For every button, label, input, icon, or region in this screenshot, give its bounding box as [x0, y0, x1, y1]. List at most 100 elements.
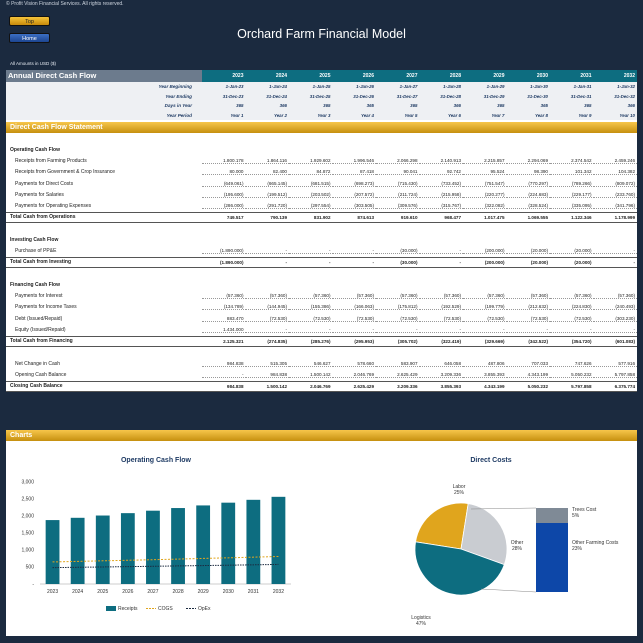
- y-tick-label: 500: [26, 565, 35, 571]
- table-row: Purchase of PP&E (1.890.000) - - - (30.000) -(…: [6, 246, 637, 257]
- value-cell: 883.470: [202, 316, 246, 322]
- value-cell: (166.063): [332, 304, 376, 311]
- value-cell: (134.789): [202, 304, 246, 311]
- value-cell: 984.838: [202, 361, 246, 367]
- value-cell: (212.632): [506, 304, 550, 311]
- value-cell: (57.360): [289, 293, 333, 300]
- value-cell: (240.493): [593, 304, 637, 311]
- table-row: Payments for Salaries (195.600) (199.512)(…: [6, 189, 637, 200]
- value-cell: 487.806: [463, 361, 507, 367]
- breakdown-bar-trees-cost: [536, 508, 568, 523]
- pie-slice-logistics: [414, 541, 505, 596]
- value-cell: (649.061): [202, 181, 246, 187]
- receipts-bar: [196, 505, 211, 584]
- value-cell: (57.360): [463, 293, 507, 300]
- x-tick-label: 2023: [47, 589, 58, 595]
- y-tick-label: 2,000: [21, 514, 34, 520]
- top-button[interactable]: Top: [9, 16, 50, 26]
- operating-cash-flow-chart: - 500 1,000 1,500 2,000 2,500 3,000 2023 2024 202…: [21, 480, 291, 612]
- value-cell: 90.041: [376, 169, 420, 176]
- value-cell: 2.046.769: [332, 372, 376, 378]
- value-cell: (199.779): [463, 304, 507, 311]
- value-cell: (72.530): [332, 316, 376, 322]
- value-cell: -: [332, 327, 376, 333]
- value-cell: 2.374.542: [550, 158, 594, 165]
- period-cell: 366: [627, 103, 635, 108]
- row-label: Equity (Issued/Repaid): [15, 326, 66, 333]
- table-row: Debt (Issued/Repaid) 883.470 (72.530) (72.5…: [6, 313, 637, 324]
- value-cell: (20.000): [550, 248, 594, 255]
- period-cell: 366: [453, 103, 461, 108]
- table-row: Opening Cash Balance -984.838 1.500.142 2.0…: [6, 369, 637, 380]
- row-label: Closing Cash Balance: [10, 383, 63, 390]
- value-cell: (224.683): [506, 192, 550, 198]
- period-cell: Year 4: [360, 112, 374, 118]
- value-cell: (315.767): [419, 203, 463, 210]
- value-cell: 2.125.321: [223, 338, 244, 344]
- year-header-cell: 2025: [319, 73, 331, 79]
- value-cell: 2.459.246: [593, 158, 637, 165]
- value-cell: (155.386): [289, 304, 333, 311]
- period-cell: 366: [279, 103, 287, 108]
- value-cell: (57.360): [506, 293, 550, 300]
- value-cell: -: [419, 327, 463, 333]
- value-cell: 2.215.857: [463, 158, 507, 165]
- group-heading-row: Operating Cash Flow: [6, 144, 637, 155]
- value-cell: 2.294.069: [506, 158, 550, 165]
- value-cell: 5.797.858: [571, 383, 592, 389]
- pie-data-label: 25%: [454, 490, 465, 496]
- period-cell: Year 7: [491, 112, 505, 118]
- period-cell: 1-Jan-28: [443, 84, 461, 89]
- value-cell: 1.069.555: [527, 214, 548, 220]
- value-cell: 919.610: [400, 214, 418, 220]
- value-cell: (1.890.000): [220, 259, 244, 265]
- legend-label: COGS: [158, 606, 173, 612]
- year-header-cell: 2023: [232, 73, 244, 79]
- value-cell: (215.958): [419, 192, 463, 198]
- value-cell: (72.530): [376, 316, 420, 322]
- x-tick-label: 2027: [147, 589, 158, 595]
- value-cell: 747.626: [550, 361, 594, 367]
- x-tick-label: 2031: [248, 589, 259, 595]
- value-cell: (229.177): [550, 192, 594, 198]
- receipts-bar: [221, 502, 236, 584]
- value-cell: 646.058: [419, 361, 463, 367]
- row-label: Receipts from Government & Crop Insuranc…: [15, 169, 116, 176]
- value-cell: (342.522): [528, 338, 548, 344]
- value-cell: (328.524): [506, 203, 550, 210]
- year-header-cell: 2032: [623, 73, 635, 79]
- period-cell: 1-Jan-27: [399, 84, 418, 89]
- charts-section-bar: Charts: [6, 430, 637, 441]
- value-cell: 749.517: [226, 214, 244, 220]
- value-cell: (72.530): [289, 316, 333, 322]
- value-cell: (303.505): [332, 203, 376, 210]
- table-row: Total Cash from Investing (1.890.000) - - - (…: [6, 256, 637, 268]
- value-cell: 546.627: [289, 361, 333, 367]
- charts-panel: Charts Operating Cash Flow - 500 1,000 1,50…: [6, 430, 637, 636]
- value-cell: 1.434.000: [202, 327, 246, 333]
- receipts-bar: [246, 499, 261, 584]
- period-cell: 1-Jan-24: [269, 84, 287, 89]
- value-cell: (335.095): [550, 203, 594, 210]
- table-row: Net Change in Cash 984.838 515.305 546.627 5…: [6, 358, 637, 369]
- value-cell: (789.266): [550, 181, 594, 187]
- pie-data-label: 47%: [416, 621, 427, 627]
- value-cell: (809.072): [593, 181, 637, 187]
- value-cell: (144.945): [245, 304, 289, 311]
- value-cell: (57.360): [593, 293, 637, 300]
- receipts-bar: [120, 513, 135, 584]
- receipts-bar: [146, 510, 160, 584]
- period-cell: 31-Dec-30: [527, 93, 548, 99]
- value-cell: 2.625.429: [353, 383, 374, 389]
- home-button[interactable]: Home: [9, 33, 50, 43]
- value-cell: (199.512): [245, 192, 289, 198]
- row-label: Net Change in Cash: [15, 360, 61, 367]
- table-row: Payments for Income Taxes (134.789) (144.9…: [6, 302, 637, 313]
- period-row: Year Beginning 1-Jan-23 1-Jan-24 1-Jan-25 1-…: [6, 82, 637, 92]
- period-cell: Year 3: [317, 112, 331, 118]
- table-row: Receipts from Government & Crop Insuranc…: [6, 167, 637, 178]
- spacer-row: [6, 223, 637, 234]
- period-cell: Year 10: [619, 112, 635, 118]
- value-cell: (57.360): [245, 293, 289, 300]
- value-cell: -: [245, 327, 289, 333]
